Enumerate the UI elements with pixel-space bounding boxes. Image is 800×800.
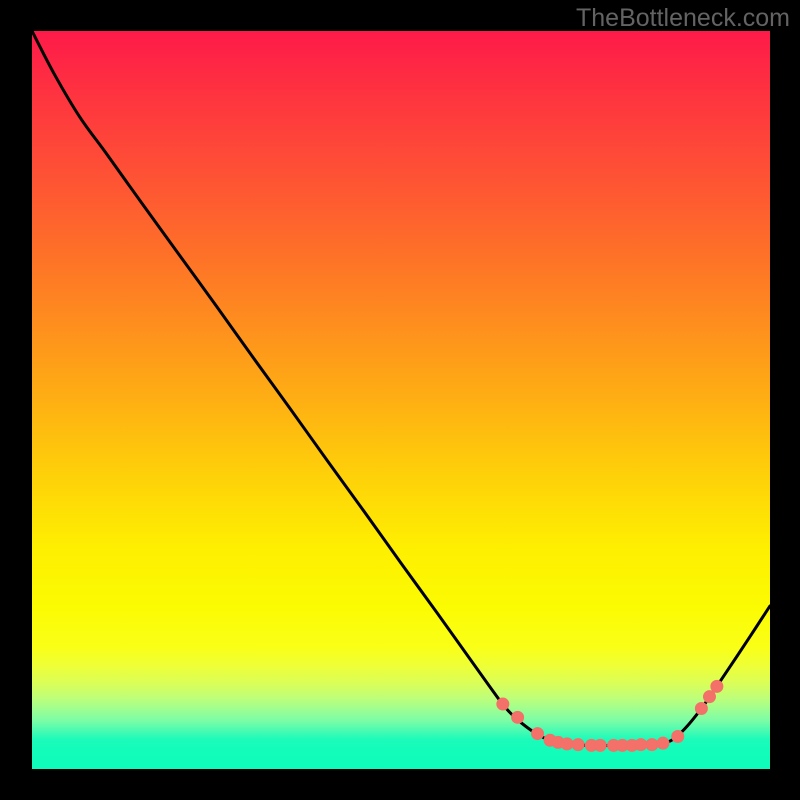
curve-marker (594, 739, 606, 751)
curve-marker (695, 702, 707, 714)
curve-marker (646, 739, 658, 751)
curve-marker (512, 711, 524, 723)
curve-marker (657, 737, 669, 749)
curve-marker (672, 731, 684, 743)
curve-marker (703, 691, 715, 703)
plot-area (32, 31, 770, 769)
curve-marker (532, 728, 544, 740)
watermark-label: TheBottleneck.com (576, 4, 790, 33)
curve-marker (497, 698, 509, 710)
gradient-background (32, 31, 770, 769)
curve-marker (635, 739, 647, 751)
plot-svg (32, 31, 770, 769)
curve-marker (561, 738, 573, 750)
curve-marker (711, 680, 723, 692)
stage: TheBottleneck.com (0, 0, 800, 800)
curve-marker (572, 739, 584, 751)
